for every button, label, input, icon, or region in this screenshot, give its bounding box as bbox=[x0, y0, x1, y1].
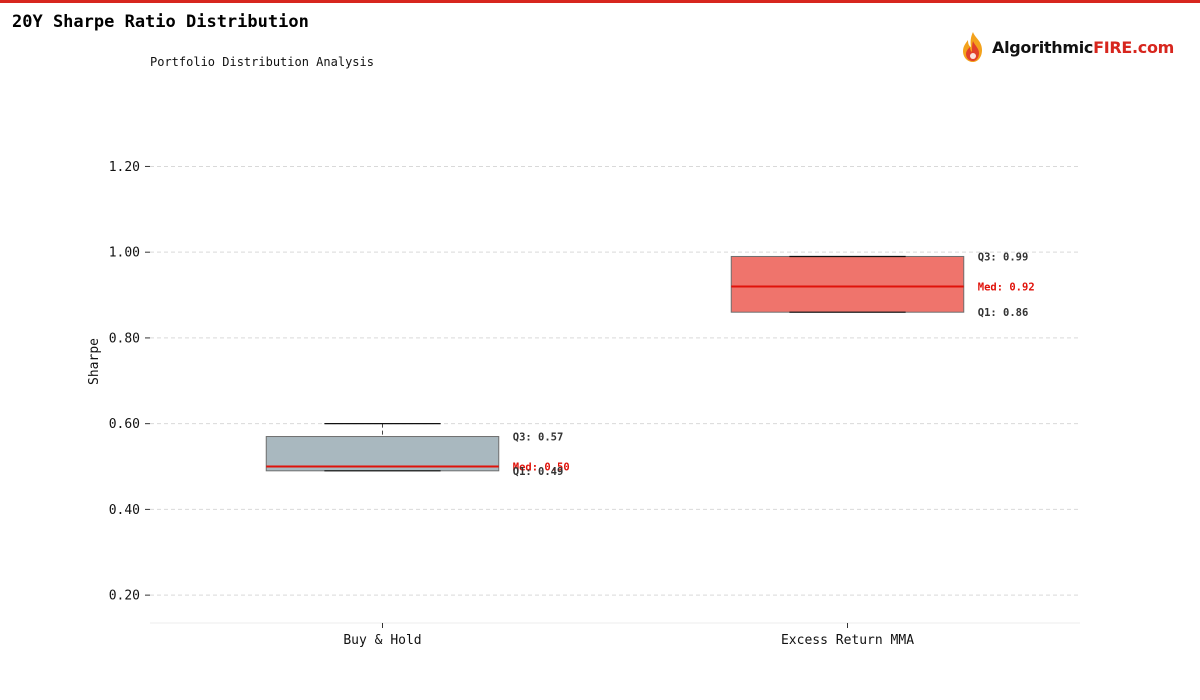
y-tick-label: 0.40 bbox=[109, 503, 140, 518]
y-tick-label: 1.00 bbox=[109, 246, 140, 261]
q3-annotation: Q3: 0.57 bbox=[513, 432, 564, 444]
q1-annotation: Q1: 0.49 bbox=[513, 466, 564, 478]
box-layer bbox=[265, 255, 965, 472]
q3-annotation: Q3: 0.99 bbox=[978, 251, 1029, 263]
logo-text-accent: FIRE.com bbox=[1093, 37, 1175, 57]
median-annotation: Med: 0.50 bbox=[513, 462, 570, 474]
logo-text-main: Algorithmic bbox=[992, 37, 1094, 57]
brand-logo: AlgorithmicFIRE.com bbox=[960, 30, 1180, 64]
y-tick-label: 0.80 bbox=[109, 331, 140, 346]
q1-annotation: Q1: 0.86 bbox=[978, 307, 1029, 319]
y-tick-label: 1.20 bbox=[109, 160, 140, 175]
top-accent-rule bbox=[0, 0, 1200, 3]
y-tick-label: 0.20 bbox=[109, 589, 140, 604]
grid-layer bbox=[150, 165, 1080, 596]
x-tick-label: Excess Return MMA bbox=[781, 633, 914, 648]
median-annotation: Med: 0.92 bbox=[978, 281, 1035, 293]
logo-text: AlgorithmicFIRE.com bbox=[992, 38, 1174, 57]
flame-icon bbox=[963, 32, 982, 62]
box-iqr bbox=[730, 255, 965, 313]
y-axis-label: Sharpe bbox=[87, 338, 102, 385]
axis-layer: 0.20 0.40 0.60 0.80 1.00 1.20 Sharpe Buy & Hold… bbox=[87, 160, 1080, 648]
box-iqr bbox=[265, 436, 500, 472]
page-title: 20Y Sharpe Ratio Distribution bbox=[12, 12, 309, 32]
box-group bbox=[730, 255, 965, 313]
chart-subtitle: Portfolio Distribution Analysis bbox=[150, 55, 374, 69]
y-tick-label: 0.60 bbox=[109, 417, 140, 432]
box-group bbox=[265, 423, 500, 472]
x-tick-label: Buy & Hold bbox=[343, 633, 421, 648]
